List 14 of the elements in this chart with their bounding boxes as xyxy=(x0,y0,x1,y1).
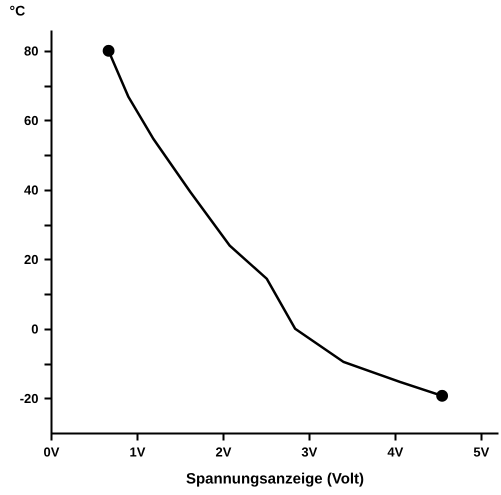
y-tick-label: 40 xyxy=(24,182,38,198)
y-axis-title: °C xyxy=(10,2,26,18)
x-tick-label: 1V xyxy=(130,444,146,460)
y-tick-label: 60 xyxy=(24,112,38,128)
x-tick-label: 2V xyxy=(215,444,232,460)
x-axis-title: Spannungsanzeige (Volt) xyxy=(186,470,364,488)
y-tick-label: 20 xyxy=(24,252,38,267)
y-tick-label: 80 xyxy=(24,43,38,58)
x-tick-label: 3V xyxy=(301,444,318,460)
y-tick-label: -20 xyxy=(20,390,38,406)
x-tick-label: 5V xyxy=(473,444,490,460)
x-tick-label: 0V xyxy=(44,444,60,460)
x-tick-label: 4V xyxy=(387,444,404,460)
y-tick-label: 0 xyxy=(31,321,38,336)
